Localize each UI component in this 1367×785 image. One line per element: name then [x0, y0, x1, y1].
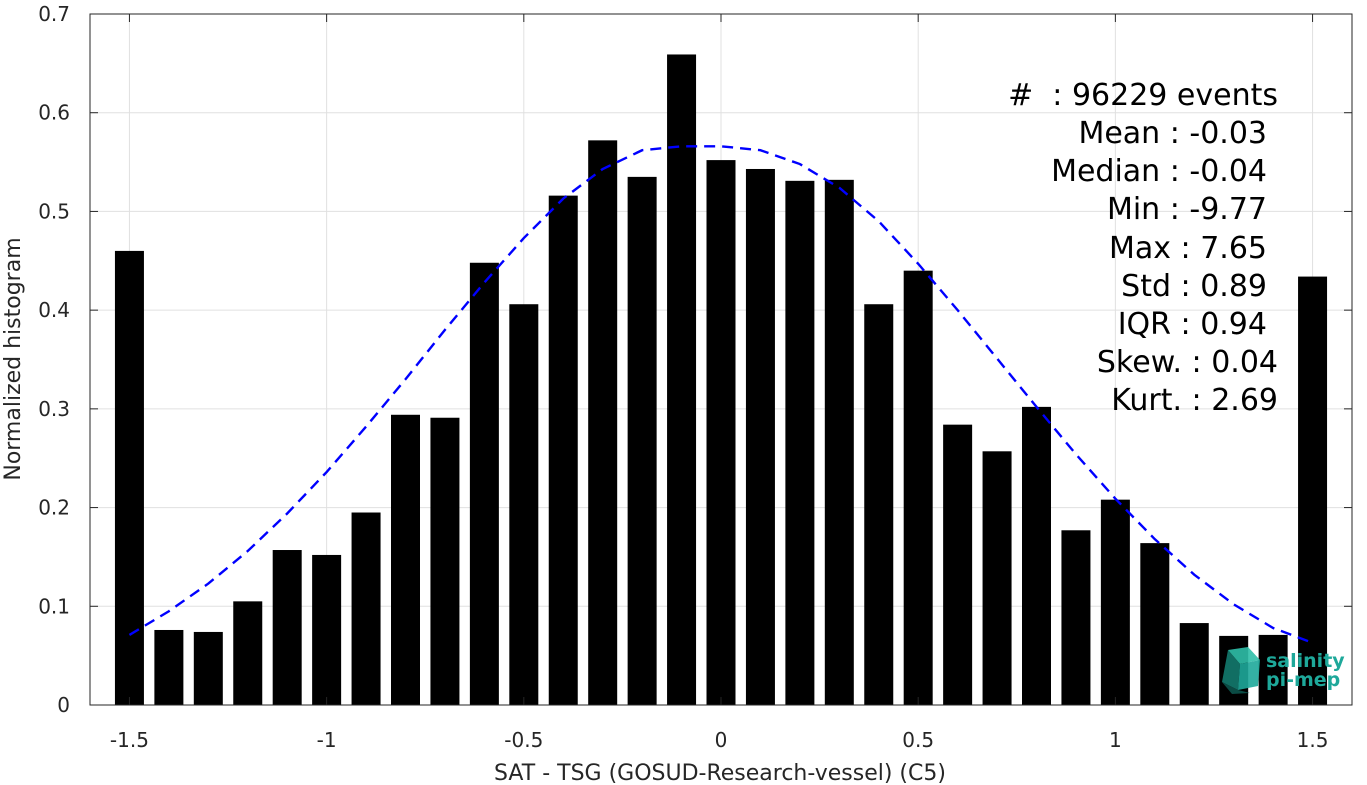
- stat-max: Max : 7.65: [1109, 231, 1267, 266]
- bar-22: [982, 451, 1012, 705]
- bar-1: [154, 629, 184, 705]
- y-tick-label-6: 0.6: [38, 101, 70, 125]
- x-tick-label-1: -1: [317, 728, 337, 752]
- bar-20: [903, 270, 933, 705]
- x-axis-label: SAT - TSG (GOSUD-Research-vessel) (C5): [494, 761, 946, 785]
- stat-iqr: IQR : 0.94: [1118, 307, 1267, 342]
- stat-min: Min : -9.77: [1107, 192, 1267, 227]
- y-tick-label-4: 0.4: [38, 298, 70, 322]
- y-axis-label: Normalized histogram: [1, 237, 26, 480]
- bar-8: [430, 417, 460, 705]
- x-tick-label-0: -1.5: [110, 728, 149, 752]
- logo-text-pi-mep: pi-mep: [1266, 669, 1340, 691]
- stat-events: # : 96229 events: [1008, 78, 1278, 113]
- y-tick-label-3: 0.3: [38, 397, 70, 421]
- bar-0: [114, 250, 144, 705]
- bar-17: [785, 180, 815, 705]
- ticks: [90, 13, 1352, 706]
- x-tick-label-4: 0.5: [902, 728, 934, 752]
- logo-text-salinity: salinity: [1266, 650, 1345, 672]
- y-tick-label-0: 0: [57, 693, 70, 717]
- salinity-pi-mep-logo: salinity pi-mep: [1222, 647, 1345, 694]
- y-tick-label-2: 0.2: [38, 496, 70, 520]
- gaussian-fit-curve: [128, 145, 1313, 644]
- bar-29: [1258, 634, 1288, 705]
- bar-12: [588, 140, 618, 706]
- stat-median: Median : -0.04: [1051, 154, 1267, 189]
- statistics-annotation: # : 96229 events Mean : -0.03 Median : -…: [1008, 78, 1278, 418]
- stat-skew: Skew. : 0.04: [1097, 345, 1278, 380]
- bar-18: [824, 179, 854, 706]
- bar-11: [548, 195, 578, 705]
- stat-std: Std : 0.89: [1121, 269, 1267, 304]
- bar-15: [706, 160, 736, 706]
- bar-26: [1140, 543, 1170, 705]
- bar-7: [391, 414, 420, 705]
- bar-21: [943, 424, 973, 705]
- bar-16: [745, 168, 775, 706]
- bar-23: [1022, 406, 1051, 705]
- bar-2: [193, 631, 223, 705]
- bar-25: [1100, 499, 1130, 705]
- bars: [114, 54, 1328, 706]
- bar-27: [1179, 623, 1209, 705]
- x-tick-label-6: 1.5: [1297, 728, 1329, 752]
- y-tick-label-7: 0.7: [38, 2, 70, 26]
- y-tick-label-5: 0.5: [38, 199, 70, 223]
- bar-6: [351, 512, 381, 705]
- bar-4: [272, 550, 302, 705]
- bar-30: [1298, 276, 1328, 705]
- x-tick-label-2: -0.5: [504, 728, 543, 752]
- bar-5: [312, 554, 342, 705]
- stat-kurt: Kurt. : 2.69: [1111, 383, 1278, 418]
- bar-9: [469, 262, 499, 705]
- bar-10: [509, 304, 539, 705]
- stat-mean: Mean : -0.03: [1078, 116, 1267, 151]
- x-tick-label-3: 0: [715, 728, 728, 752]
- bar-19: [864, 304, 894, 705]
- logo-cube-icon: [1222, 647, 1260, 694]
- x-tick-labels: -1.5 -1 -0.5 0 0.5 1 1.5: [110, 728, 1329, 752]
- x-tick-label-5: 1: [1109, 728, 1122, 752]
- bar-14: [667, 54, 697, 706]
- bar-3: [233, 601, 263, 705]
- y-tick-label-1: 0.1: [38, 594, 70, 618]
- y-tick-labels: 0 0.1 0.2 0.3 0.4 0.5 0.6 0.7: [38, 2, 70, 717]
- bar-24: [1061, 530, 1091, 705]
- bar-13: [627, 176, 657, 705]
